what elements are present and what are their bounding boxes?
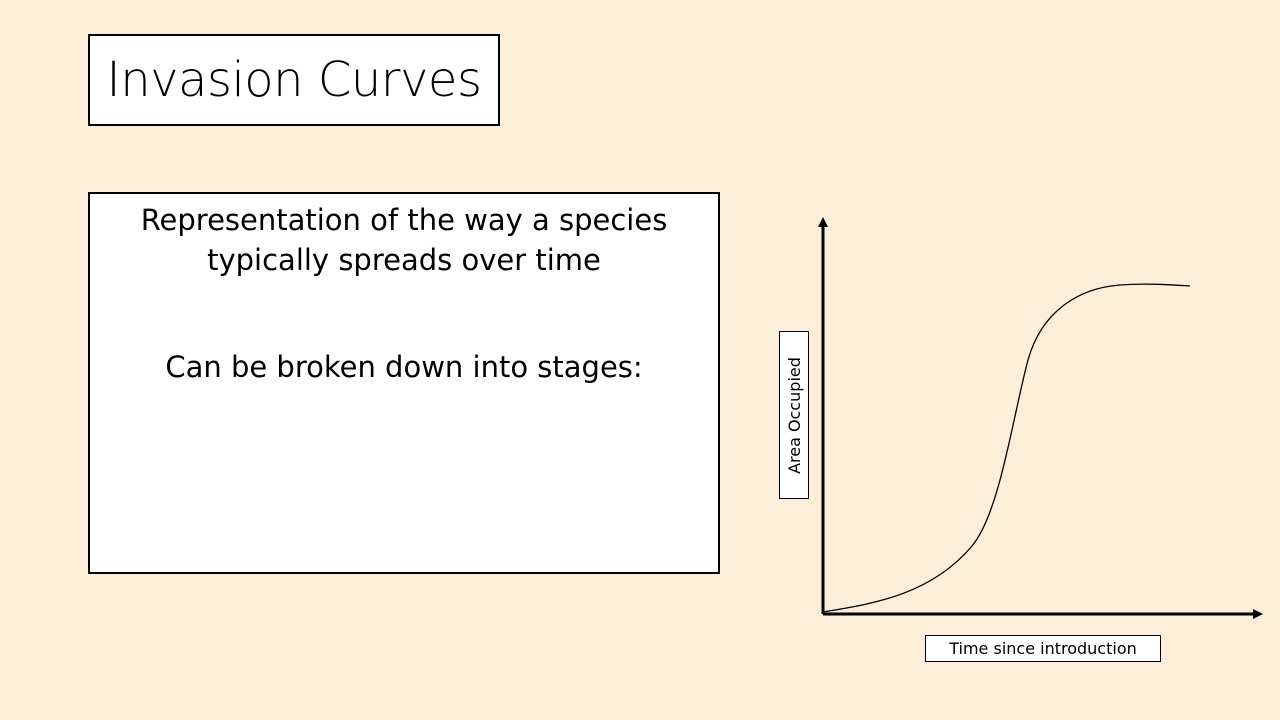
- x-axis-label: Time since introduction: [949, 639, 1137, 658]
- invasion-curve-line: [822, 283, 1191, 613]
- content-line-1: Representation of the way a species: [140, 203, 668, 237]
- content-line-2: typically spreads over time: [207, 243, 601, 277]
- content-box: Representation of the way a species typi…: [88, 192, 720, 574]
- y-axis-label-box: Area Occupied: [779, 331, 809, 499]
- y-axis-label: Area Occupied: [784, 356, 804, 474]
- slide-title-box: Invasion Curves: [88, 34, 500, 126]
- x-axis-label-box: Time since introduction: [925, 635, 1161, 662]
- content-line-3: Can be broken down into stages:: [165, 350, 643, 384]
- slide-title: Invasion Curves: [106, 52, 482, 108]
